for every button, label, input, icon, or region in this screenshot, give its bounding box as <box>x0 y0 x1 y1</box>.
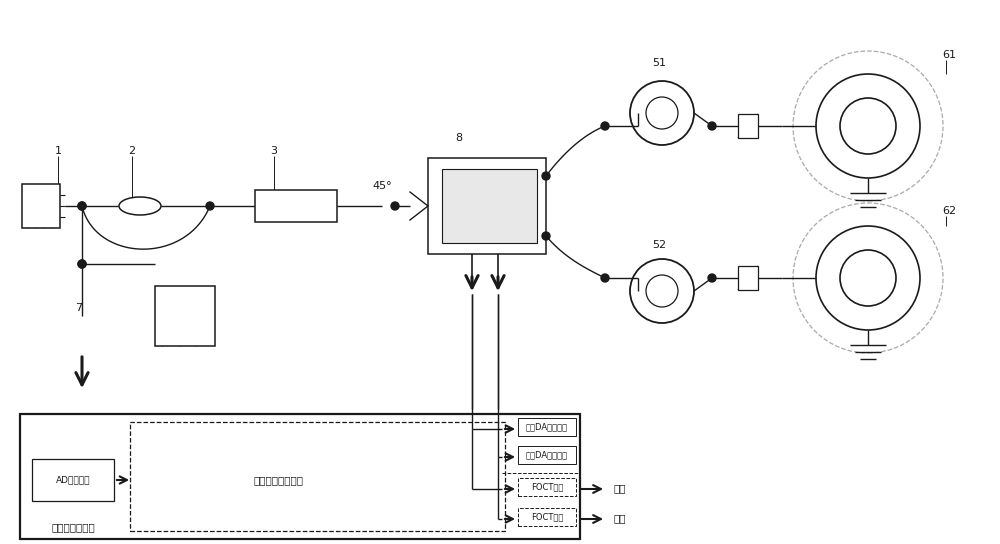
Text: 8: 8 <box>455 133 462 143</box>
Circle shape <box>78 202 86 210</box>
Circle shape <box>708 122 716 130</box>
Text: 第一DA转换电路: 第一DA转换电路 <box>526 423 568 431</box>
Text: 51: 51 <box>652 58 666 68</box>
Text: 61: 61 <box>942 50 956 60</box>
Text: 第二DA转换电路: 第二DA转换电路 <box>526 450 568 460</box>
Circle shape <box>542 172 550 180</box>
Circle shape <box>78 260 86 268</box>
Bar <box>32 459 114 501</box>
Text: 输出: 输出 <box>614 483 626 493</box>
Circle shape <box>391 202 399 210</box>
Bar <box>155 286 215 346</box>
Circle shape <box>840 98 896 154</box>
Bar <box>738 266 758 290</box>
Bar <box>518 446 576 464</box>
Bar <box>442 169 537 243</box>
Circle shape <box>816 226 920 330</box>
Circle shape <box>78 260 86 268</box>
Bar <box>130 422 505 531</box>
Circle shape <box>78 202 86 210</box>
Text: FOCT数据: FOCT数据 <box>531 483 563 491</box>
Text: 2: 2 <box>128 146 135 156</box>
Bar <box>518 418 576 436</box>
Bar <box>518 508 576 526</box>
Bar <box>518 478 576 496</box>
Text: 52: 52 <box>652 240 666 250</box>
Circle shape <box>601 122 609 130</box>
Circle shape <box>601 274 609 282</box>
Text: 7: 7 <box>75 303 82 313</box>
Circle shape <box>840 250 896 306</box>
Text: 数字信号处理单元: 数字信号处理单元 <box>253 475 303 485</box>
Circle shape <box>542 232 550 240</box>
Text: FOCT数据: FOCT数据 <box>531 512 563 522</box>
Text: 信号处理电路板: 信号处理电路板 <box>51 522 95 532</box>
Text: 62: 62 <box>942 206 956 216</box>
Text: 1: 1 <box>55 146 62 156</box>
Circle shape <box>708 274 716 282</box>
Ellipse shape <box>119 197 161 215</box>
Text: 3: 3 <box>270 146 277 156</box>
Bar <box>22 184 60 228</box>
Circle shape <box>206 202 214 210</box>
Text: 输出: 输出 <box>614 513 626 523</box>
Circle shape <box>816 74 920 178</box>
Bar <box>20 414 580 539</box>
Text: 45°: 45° <box>372 181 392 191</box>
Bar <box>738 114 758 138</box>
Bar <box>255 190 337 222</box>
Text: AD转换电路: AD转换电路 <box>56 475 90 485</box>
Bar <box>428 158 546 254</box>
